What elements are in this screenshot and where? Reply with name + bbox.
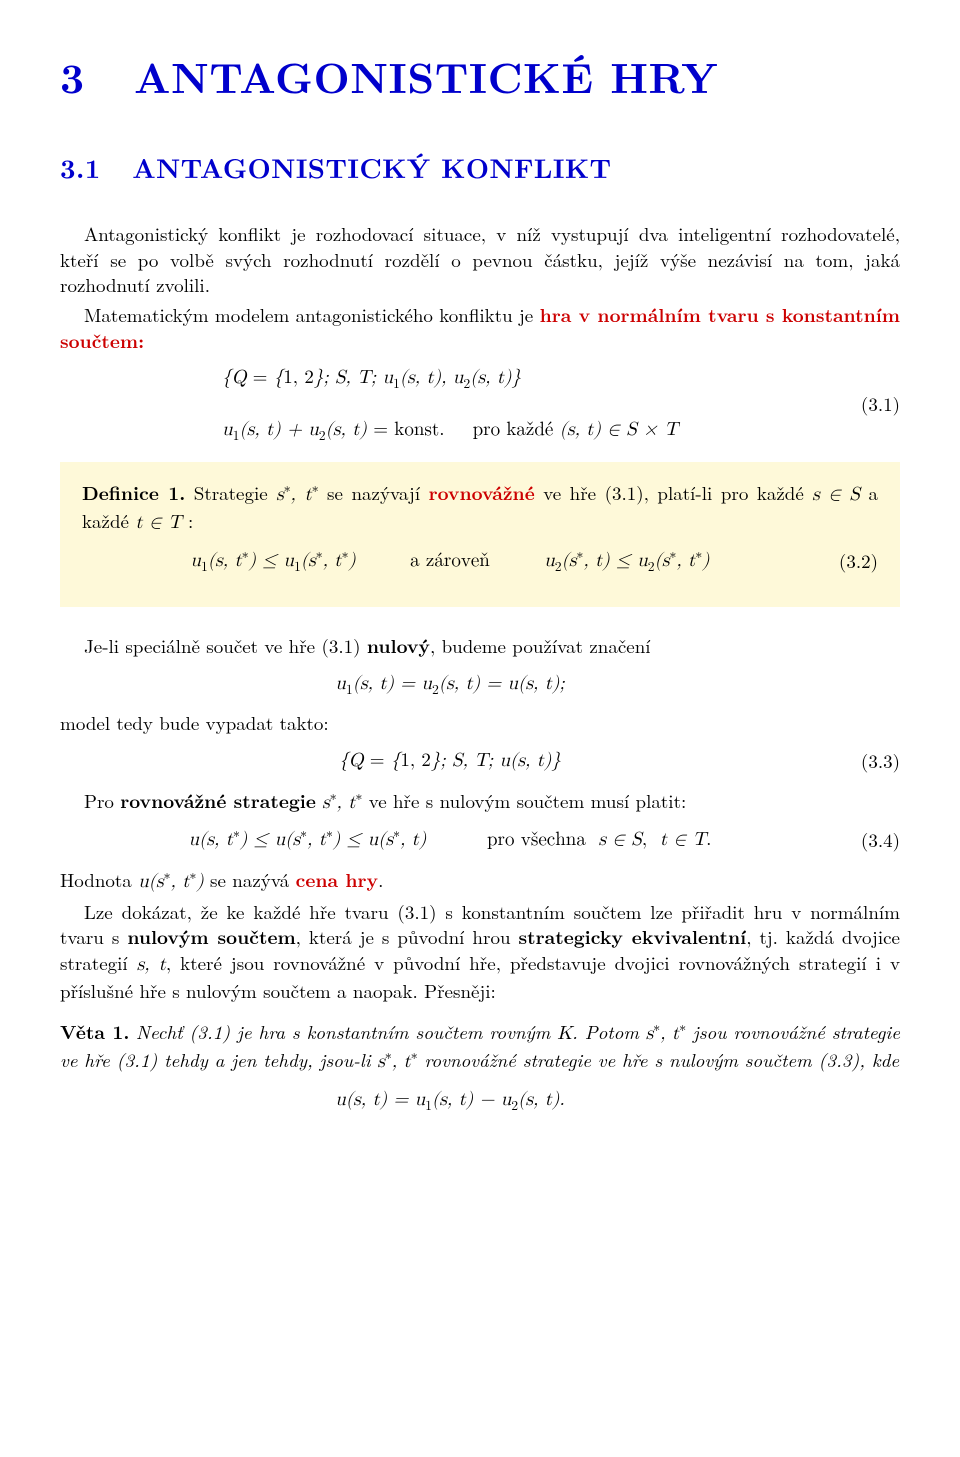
model-paragraph: Matematickým modelem antagonistického ko… bbox=[60, 302, 900, 353]
equivalence-para: Lze dokázat, že ke každé hře tvaru (3.1)… bbox=[60, 899, 900, 1004]
theorem-head: Věta 1. bbox=[60, 1017, 129, 1045]
equation-notation-body: u1(s, t) = u2(s, t) = u(s, t); bbox=[60, 671, 840, 697]
equation-theorem-body: u(s, t) = u1(s, t) − u2(s, t). bbox=[60, 1087, 840, 1113]
equation-3-2: u1(s, t∗) ≤ u1(s∗, t∗) a zároveň u2(s∗, … bbox=[82, 548, 878, 574]
rov-pre: Pro bbox=[84, 787, 120, 814]
game-value-para: Hodnota u(s∗, t∗) se nazývá cena hry. bbox=[60, 867, 900, 895]
equation-3-2-body: u1(s, t∗) ≤ u1(s∗, t∗) a zároveň u2(s∗, … bbox=[82, 548, 818, 574]
intro-paragraph: Antagonistický konflikt je rozhodovací s… bbox=[60, 221, 900, 298]
def-pre: Strategie bbox=[185, 479, 276, 506]
def-term: rovnovážné bbox=[429, 478, 535, 506]
special-case-para: Je-li speciálně součet ve hře (3.1) nulo… bbox=[60, 633, 900, 659]
rov-bold: rovnovážné strategie bbox=[120, 786, 316, 814]
theorem-1: Věta 1. Nechť (3.1) je hra s konstantním… bbox=[60, 1019, 900, 1074]
chapter-title: 3 ANTAGONISTICKÉ HRY bbox=[60, 48, 900, 105]
model-form-para: model tedy bude vypadat takto: bbox=[60, 710, 900, 736]
ekv-b2: strategicky ekvivalentní bbox=[518, 922, 746, 950]
equation-3-1-body: {Q = {1, 2}; S, T; u1(s, t), u2(s, t)} u… bbox=[60, 365, 840, 442]
equation-3-1: {Q = {1, 2}; S, T; u1(s, t), u2(s, t)} u… bbox=[60, 365, 900, 442]
equation-3-3: {Q = {1, 2}; S, T; u(s, t)} (3.3) bbox=[60, 748, 900, 774]
equation-3-2-number: (3.2) bbox=[818, 548, 878, 574]
definition-1: Definice 1. Strategie s∗, t∗ se nazývají… bbox=[82, 480, 878, 535]
def-mid: se nazývají bbox=[319, 479, 429, 506]
cena-post: . bbox=[378, 866, 383, 893]
equation-theorem: u(s, t) = u1(s, t) − u2(s, t). bbox=[60, 1087, 900, 1113]
ekv-b1: nulovým součtem bbox=[127, 922, 295, 950]
spec-pre: Je-li speciálně součet ve hře (3.1) bbox=[84, 632, 367, 659]
ekv-mid: , která je s původní hrou bbox=[296, 923, 519, 950]
equation-3-1-number: (3.1) bbox=[840, 391, 900, 417]
chapter-number: 3 bbox=[60, 46, 85, 106]
eq32-join: a zároveň bbox=[410, 551, 490, 570]
section-number: 3.1 bbox=[60, 147, 101, 186]
equation-3-4-number: (3.4) bbox=[840, 827, 900, 853]
equation-notation: u1(s, t) = u2(s, t) = u(s, t); bbox=[60, 671, 900, 697]
section-title: 3.1 ANTAGONISTICKÝ KONFLIKT bbox=[60, 149, 900, 185]
chapter-name: ANTAGONISTICKÉ HRY bbox=[134, 46, 718, 106]
model-pre: Matematickým modelem antagonistického ko… bbox=[84, 301, 540, 328]
definition-box: Definice 1. Strategie s∗, t∗ se nazývají… bbox=[60, 462, 900, 607]
equation-3-3-number: (3.3) bbox=[840, 748, 900, 774]
equation-3-4: u(s, t∗) ≤ u(s∗, t∗) ≤ u(s∗, t) pro všec… bbox=[60, 827, 900, 853]
equilibrium-para: Pro rovnovážné strategie s∗, t∗ ve hře s… bbox=[60, 788, 900, 816]
equation-3-4-body: u(s, t∗) ≤ u(s∗, t∗) ≤ u(s∗, t) pro všec… bbox=[60, 827, 840, 853]
game-value-term: cena hry bbox=[296, 865, 378, 893]
equation-3-3-body: {Q = {1, 2}; S, T; u(s, t)} bbox=[60, 748, 840, 774]
section-name: ANTAGONISTICKÝ KONFLIKT bbox=[132, 147, 611, 186]
spec-bold: nulový bbox=[367, 631, 430, 659]
definition-head: Definice 1. bbox=[82, 478, 185, 506]
spec-post: , budeme používat značení bbox=[430, 632, 651, 659]
